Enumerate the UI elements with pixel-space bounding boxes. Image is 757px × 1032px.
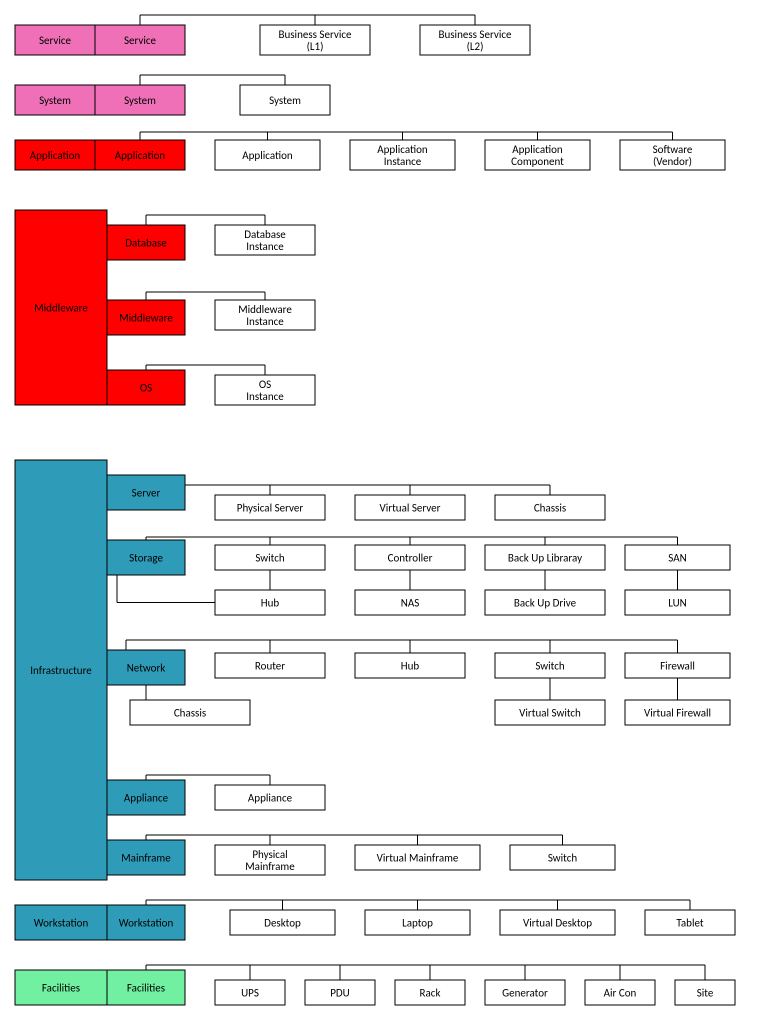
node-label: (L2) [467, 40, 484, 53]
node-label: Application [242, 149, 293, 162]
node-label: (Vendor) [653, 155, 692, 168]
node-label: Component [511, 155, 564, 168]
node-label: Workstation [34, 917, 89, 930]
node-label: Appliance [124, 792, 169, 805]
node-label: Appliance [248, 792, 293, 805]
node-label: Hub [401, 660, 420, 673]
node-label: OS [140, 382, 152, 395]
node-label: Generator [502, 987, 548, 1000]
node-label: Back Up Libraray [508, 552, 582, 565]
node-label: Instance [246, 390, 284, 403]
node-label: Virtual Mainframe [377, 852, 459, 865]
node-label: Hub [261, 597, 280, 610]
node-label: Workstation [119, 917, 174, 930]
node-label: Router [255, 660, 285, 673]
node-label: Instance [384, 155, 422, 168]
node-label: Database [125, 237, 167, 250]
node-label: System [124, 94, 156, 107]
node-label: Chassis [174, 707, 206, 720]
node-label: Mainframe [245, 860, 295, 873]
node-label: Physical Server [237, 502, 304, 515]
node-label: Site [697, 987, 714, 1000]
node-label: Middleware [34, 302, 88, 315]
node-label: Virtual Firewall [644, 707, 711, 720]
node-label: Air Con [604, 987, 637, 1000]
node-label: Mainframe [121, 852, 171, 865]
node-label: Virtual Desktop [523, 917, 592, 930]
node-label: PDU [330, 987, 350, 1000]
node-label: Service [39, 34, 72, 47]
node-label: Server [132, 487, 161, 500]
node-label: Middleware [119, 312, 173, 325]
node-label: System [269, 94, 301, 107]
node-label: Network [127, 662, 166, 675]
node-label: Application [30, 149, 81, 162]
node-label: Instance [246, 315, 284, 328]
node-label: NAS [401, 597, 420, 610]
node-label: LUN [668, 597, 687, 610]
node-label: (L1) [307, 40, 324, 53]
node-label: Controller [388, 552, 433, 565]
hierarchy-diagram: ServiceServiceBusiness Service(L1)Busine… [0, 0, 757, 1032]
node-label: Back Up Drive [514, 597, 577, 610]
node-label: Firewall [660, 660, 695, 673]
node-label: Service [124, 34, 157, 47]
node-label: Application [115, 149, 166, 162]
node-label: Switch [255, 552, 285, 565]
node-label: Infrastructure [30, 664, 92, 677]
node-label: Facilities [42, 982, 80, 995]
node-label: Chassis [534, 502, 566, 515]
node-label: System [39, 94, 71, 107]
node-label: Laptop [402, 917, 433, 930]
node-label: Virtual Server [380, 502, 441, 515]
node-label: Tablet [676, 917, 703, 930]
node-label: Desktop [264, 917, 301, 930]
node-label: Storage [129, 552, 163, 565]
node-label: UPS [241, 987, 259, 1000]
node-label: Switch [548, 852, 578, 865]
node-label: Switch [535, 660, 565, 673]
node-label: Rack [420, 987, 441, 1000]
node-label: Instance [246, 240, 284, 253]
node-label: Virtual Switch [519, 707, 581, 720]
node-label: SAN [668, 552, 686, 565]
node-label: Facilities [127, 982, 165, 995]
